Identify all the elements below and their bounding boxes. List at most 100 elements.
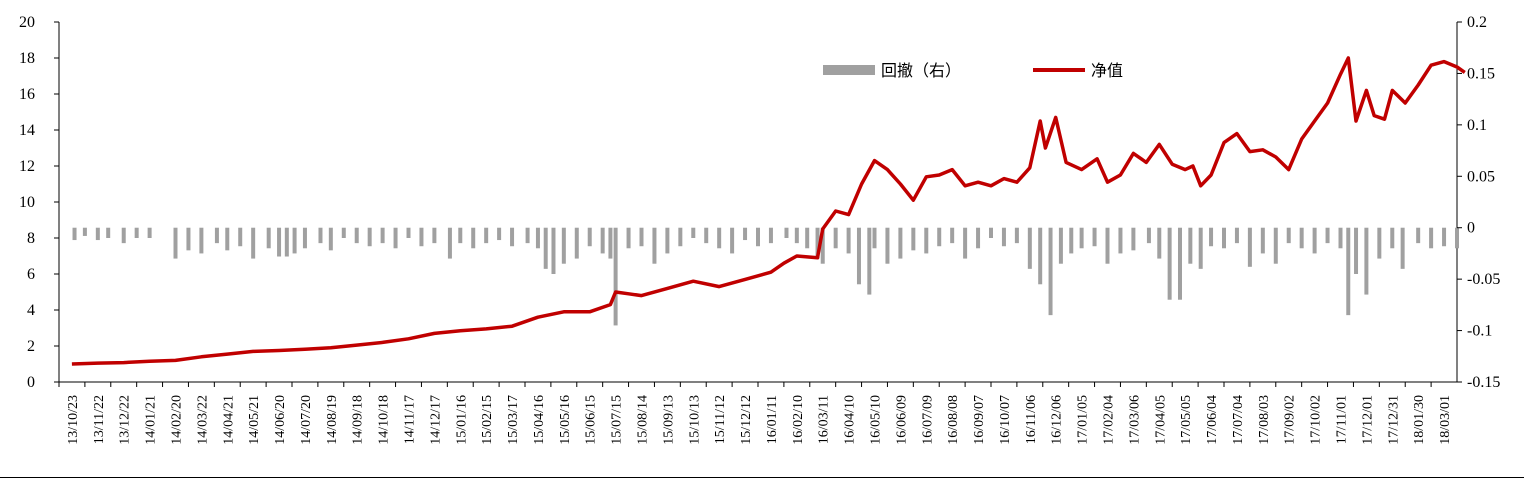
- drawdown-bar: [302, 227, 307, 249]
- drawdown-bar: [1014, 227, 1019, 244]
- left-tick-label: 2: [27, 338, 35, 355]
- drawdown-bar: [600, 227, 605, 254]
- x-tick-label: 17/07/04: [1231, 395, 1246, 445]
- drawdown-bar: [82, 227, 87, 236]
- x-tick-label: 13/11/22: [92, 395, 107, 444]
- x-tick-label: 14/12/17: [428, 395, 443, 445]
- x-tick-label: 15/08/14: [636, 395, 651, 445]
- drawdown-bar: [471, 227, 476, 249]
- x-tick-label: 17/08/03: [1257, 395, 1272, 445]
- drawdown-bar: [768, 227, 773, 244]
- drawdown-bar: [1377, 227, 1382, 259]
- drawdown-bar: [1069, 227, 1074, 254]
- drawdown-bar: [1146, 227, 1151, 244]
- drawdown-bar: [815, 227, 820, 259]
- drawdown-bar: [872, 227, 877, 249]
- x-tick-label: 15/11/12: [713, 395, 728, 444]
- drawdown-bar: [717, 227, 722, 249]
- drawdown-bar: [328, 227, 333, 251]
- drawdown-bar: [1188, 227, 1193, 264]
- drawdown-bar: [805, 227, 810, 249]
- drawdown-bar: [1105, 227, 1110, 264]
- right-tick-label: 0.2: [1467, 14, 1487, 31]
- drawdown-bar: [1364, 227, 1369, 295]
- right-tick-label: -0.15: [1467, 374, 1500, 391]
- drawdown-bar: [989, 227, 993, 238]
- drawdown-bar: [561, 227, 566, 264]
- drawdown-bar: [1058, 227, 1063, 264]
- drawdown-bar: [225, 227, 230, 251]
- drawdown-bar: [1338, 227, 1343, 249]
- x-tick-label: 15/05/16: [558, 395, 573, 445]
- x-tick-label: 14/07/20: [299, 395, 314, 445]
- x-axis-ticks: 13/10/23 13/11/22 13/12/22 14/01/21 14/02/20…: [58, 382, 1453, 445]
- x-tick-label: 14/08/19: [325, 395, 340, 445]
- drawdown-bar: [1001, 227, 1006, 247]
- drawdown-bar: [1354, 227, 1359, 274]
- drawdown-bar: [937, 227, 942, 247]
- drawdown-bar: [1346, 227, 1351, 316]
- drawdown-bar: [898, 227, 903, 259]
- x-tick-label: 17/11/01: [1335, 395, 1350, 444]
- drawdown-bar: [367, 227, 372, 247]
- left-tick-label: 10: [19, 194, 35, 211]
- drawdown-bar: [1222, 227, 1226, 249]
- x-tick-label: 16/04/10: [843, 395, 858, 445]
- drawdown-bar: [856, 227, 861, 285]
- drawdown-bar: [626, 227, 631, 249]
- drawdown-bar: [652, 227, 657, 264]
- legend-label-nav: 净值: [1091, 61, 1123, 80]
- drawdown-bar: [1325, 227, 1330, 244]
- left-tick-label: 8: [27, 230, 35, 247]
- x-tick-label: 17/12/31: [1386, 395, 1401, 445]
- drawdown-bar: [380, 227, 385, 244]
- drawdown-bar: [393, 227, 398, 249]
- right-tick-label: 0.05: [1467, 168, 1495, 185]
- drawdown-bar: [72, 227, 77, 241]
- drawdown-bar: [1234, 227, 1239, 244]
- drawdown-bar: [497, 227, 502, 241]
- x-tick-label: 14/05/21: [247, 395, 262, 445]
- drawdown-bar: [1416, 227, 1421, 244]
- drawdown-bar: [1157, 227, 1162, 259]
- x-tick-label: 13/12/22: [118, 395, 133, 445]
- x-tick-label: 16/12/06: [1050, 395, 1065, 445]
- x-tick-label: 15/12/12: [739, 395, 754, 445]
- x-tick-label: 14/04/21: [221, 395, 236, 445]
- drawdown-bar: [691, 227, 696, 238]
- drawdown-bar: [1131, 227, 1136, 251]
- drawdown-bar: [277, 227, 282, 257]
- drawdown-bar: [1390, 227, 1395, 249]
- nav-line: [71, 56, 1466, 366]
- drawdown-bars: [72, 227, 1459, 326]
- drawdown-bar: [147, 227, 152, 238]
- drawdown-bar: [794, 227, 799, 244]
- x-tick-label: 15/09/13: [661, 395, 676, 445]
- legend-label-drawdown: 回撤（右）: [881, 61, 961, 80]
- drawdown-bar: [1260, 227, 1265, 254]
- drawdown-bar: [885, 227, 890, 264]
- drawdown-bar: [574, 227, 579, 259]
- x-tick-label: 16/11/06: [1024, 395, 1039, 444]
- drawdown-bar: [121, 227, 126, 244]
- right-tick-label: 0.1: [1467, 117, 1487, 134]
- drawdown-bar: [1312, 227, 1317, 254]
- drawdown-bar: [665, 227, 670, 254]
- drawdown-bar: [284, 227, 289, 257]
- legend: 回撤（右） 净值: [823, 61, 1123, 80]
- drawdown-bar: [1177, 227, 1182, 300]
- drawdown-bar: [432, 227, 437, 244]
- drawdown-bar: [186, 227, 191, 251]
- left-axis-ticks: 0 2 4 6 8 10 12 14 16 18 20: [19, 14, 59, 391]
- drawdown-bar: [354, 227, 359, 244]
- drawdown-bar: [846, 227, 851, 254]
- drawdown-bar: [833, 227, 838, 249]
- left-tick-label: 0: [27, 374, 35, 391]
- drawdown-bar: [730, 227, 735, 254]
- x-tick-label: 14/11/17: [403, 395, 418, 444]
- drawdown-bar: [756, 227, 760, 247]
- x-tick-label: 16/02/10: [791, 395, 806, 445]
- x-tick-label: 16/01/11: [765, 395, 780, 444]
- drawdown-bar: [1209, 227, 1214, 247]
